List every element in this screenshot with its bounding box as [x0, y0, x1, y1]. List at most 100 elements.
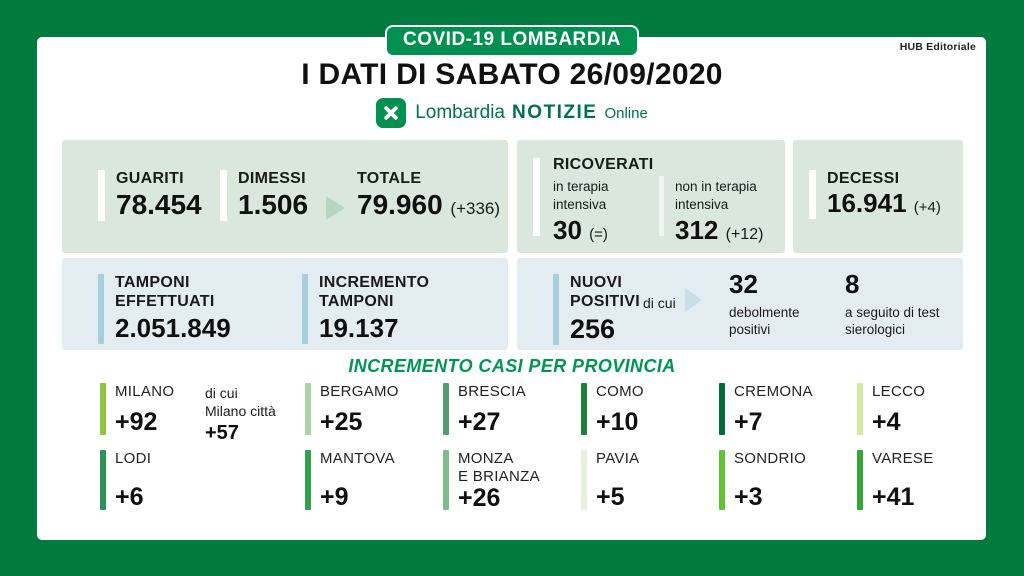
province-bar: [581, 383, 587, 435]
card-decessi: DECESSI 16.941 (+4): [793, 140, 963, 253]
stat-dimessi: DIMESSI 1.506: [220, 170, 308, 222]
province-bar: [100, 383, 106, 435]
province-bar: [100, 450, 106, 510]
province-como: COMO +10: [581, 383, 644, 435]
guariti-label: GUARITI: [116, 170, 184, 187]
province-monza-e-brianza: MONZA E BRIANZA +26: [443, 450, 540, 512]
stat-decessi: DECESSI 16.941 (+4): [809, 170, 941, 219]
province-bergamo: BERGAMO +25: [305, 383, 399, 435]
province-name: MONZA E BRIANZA: [458, 450, 540, 485]
province-pavia: PAVIA +5: [581, 450, 639, 510]
province-sondrio: SONDRIO +3: [719, 450, 806, 510]
logo-suffix-text: Online: [604, 105, 648, 122]
guariti-value: 78.454: [116, 188, 202, 220]
icu-value-row: 30 (=): [553, 215, 609, 246]
province-value: +25: [320, 408, 363, 436]
arrow-right-icon: [326, 196, 345, 220]
ward-label: non in terapia intensiva: [675, 179, 757, 212]
stat-incremento-tamponi: INCREMENTO TAMPONI 19.137: [302, 274, 429, 344]
province-name: MILANO: [115, 383, 175, 400]
province-bar: [443, 450, 449, 510]
ward-delta: (+12): [725, 226, 764, 244]
logo-wordmark: Lombardia NOTIZIE Online: [415, 102, 648, 124]
ward-value-row: 312 (+12): [675, 215, 764, 246]
column-divider: [659, 176, 664, 236]
province-value: +26: [458, 484, 501, 512]
province-value: +4: [872, 408, 901, 436]
province-name: LODI: [115, 450, 152, 467]
blue-accent-bar: [98, 274, 104, 344]
rosa-camuna-icon: [376, 98, 407, 128]
logo-region-text: Lombardia: [415, 102, 505, 123]
province-value: +41: [872, 483, 915, 511]
province-value: +6: [115, 483, 144, 511]
province-bar: [719, 450, 725, 510]
stat-terapia-intensiva: in terapia intensiva 30 (=): [553, 178, 609, 246]
logo-brand-text: NOTIZIE: [511, 102, 598, 123]
province-lecco: LECCO +4: [857, 383, 925, 435]
card-guariti-dimessi-totale: GUARITI 78.454 DIMESSI 1.506 TOTALE 79.9…: [62, 140, 508, 253]
totale-delta: (+336): [450, 198, 501, 218]
page-title: I DATI DI SABATO 26/09/2020: [301, 58, 723, 91]
card-ricoverati: RICOVERATI in terapia intensiva 30 (=) n…: [517, 140, 785, 253]
incremento-tamponi-label: INCREMENTO TAMPONI: [319, 274, 430, 310]
nuovi-positivi-value: 256: [570, 313, 616, 344]
stat-nuovi-positivi: NUOVI POSITIVI 256: [553, 274, 640, 345]
stat-tamponi-effettuati: TAMPONI EFFETTUATI 2.051.849: [98, 274, 231, 344]
stat-guariti: GUARITI 78.454: [98, 170, 202, 222]
icu-label: in terapia intensiva: [553, 179, 609, 212]
province-value: +7: [734, 408, 763, 436]
incremento-tamponi-value: 19.137: [319, 312, 399, 343]
ricoverati-title: RICOVERATI: [553, 156, 654, 173]
covid-lombardia-badge: COVID-19 LOMBARDIA: [384, 25, 640, 57]
province-value: +3: [734, 483, 763, 511]
province-bar: [443, 383, 449, 435]
province-bar: [581, 450, 587, 510]
blue-accent-bar: [302, 274, 308, 344]
di-cui-label: di cui: [643, 295, 676, 311]
debolmente-label: debolmente positivi: [729, 304, 800, 338]
decessi-value-row: 16.941 (+4): [827, 187, 941, 219]
province-bar: [857, 383, 863, 435]
province-lodi: LODI +6: [100, 450, 151, 510]
stat-non-terapia-intensiva: non in terapia intensiva 312 (+12): [675, 178, 763, 246]
tamponi-label: TAMPONI EFFETTUATI: [115, 274, 215, 310]
province-name: PAVIA: [596, 450, 640, 467]
province-bar: [305, 383, 311, 435]
province-cremona: CREMONA +7: [719, 383, 813, 435]
province-value: +9: [320, 483, 349, 511]
icu-delta: (=): [589, 226, 608, 244]
tamponi-value: 2.051.849: [115, 312, 231, 343]
stat-test-sierologici: 8 a seguito di test sierologici: [845, 269, 940, 339]
province-brescia: BRESCIA +27: [443, 383, 526, 435]
white-accent-bar: [809, 170, 816, 219]
stat-totale: TOTALE 79.960 (+336): [357, 170, 500, 221]
province-section-heading: INCREMENTO CASI PER PROVINCIA: [348, 356, 676, 376]
province-bar: [857, 450, 863, 510]
lombardia-notizie-logo: Lombardia NOTIZIE Online: [0, 98, 1024, 128]
province-varese: VARESE +41: [857, 450, 934, 510]
card-tamponi: TAMPONI EFFETTUATI 2.051.849 INCREMENTO …: [62, 258, 508, 350]
milano-citta-note: di cui Milano città +57: [205, 384, 276, 445]
province-value: +27: [458, 408, 501, 436]
publisher-credit: HUB Editoriale: [899, 41, 976, 53]
ward-value: 312: [675, 215, 719, 246]
totale-value: 79.960 (+336): [357, 189, 500, 221]
stat-debolmente-positivi: 32 debolmente positivi: [729, 269, 800, 339]
province-name: BERGAMO: [320, 383, 399, 400]
decessi-label: DECESSI: [827, 170, 900, 187]
arrow-right-icon: [685, 288, 702, 312]
province-bar: [719, 383, 725, 435]
white-accent-bar: [98, 170, 105, 222]
decessi-value: 16.941: [827, 187, 907, 218]
icu-value: 30: [553, 215, 582, 246]
province-name: CREMONA: [734, 383, 813, 400]
totale-label: TOTALE: [357, 170, 422, 187]
nuovi-positivi-label: NUOVI POSITIVI: [570, 274, 640, 310]
dimessi-label: DIMESSI: [238, 170, 306, 187]
province-name: SONDRIO: [734, 450, 807, 467]
province-value: +10: [596, 408, 639, 436]
province-name: MANTOVA: [320, 450, 395, 467]
card-nuovi-positivi: NUOVI POSITIVI 256 di cui 32 debolmente …: [517, 258, 963, 350]
sierologici-label: a seguito di test sierologici: [845, 304, 940, 338]
